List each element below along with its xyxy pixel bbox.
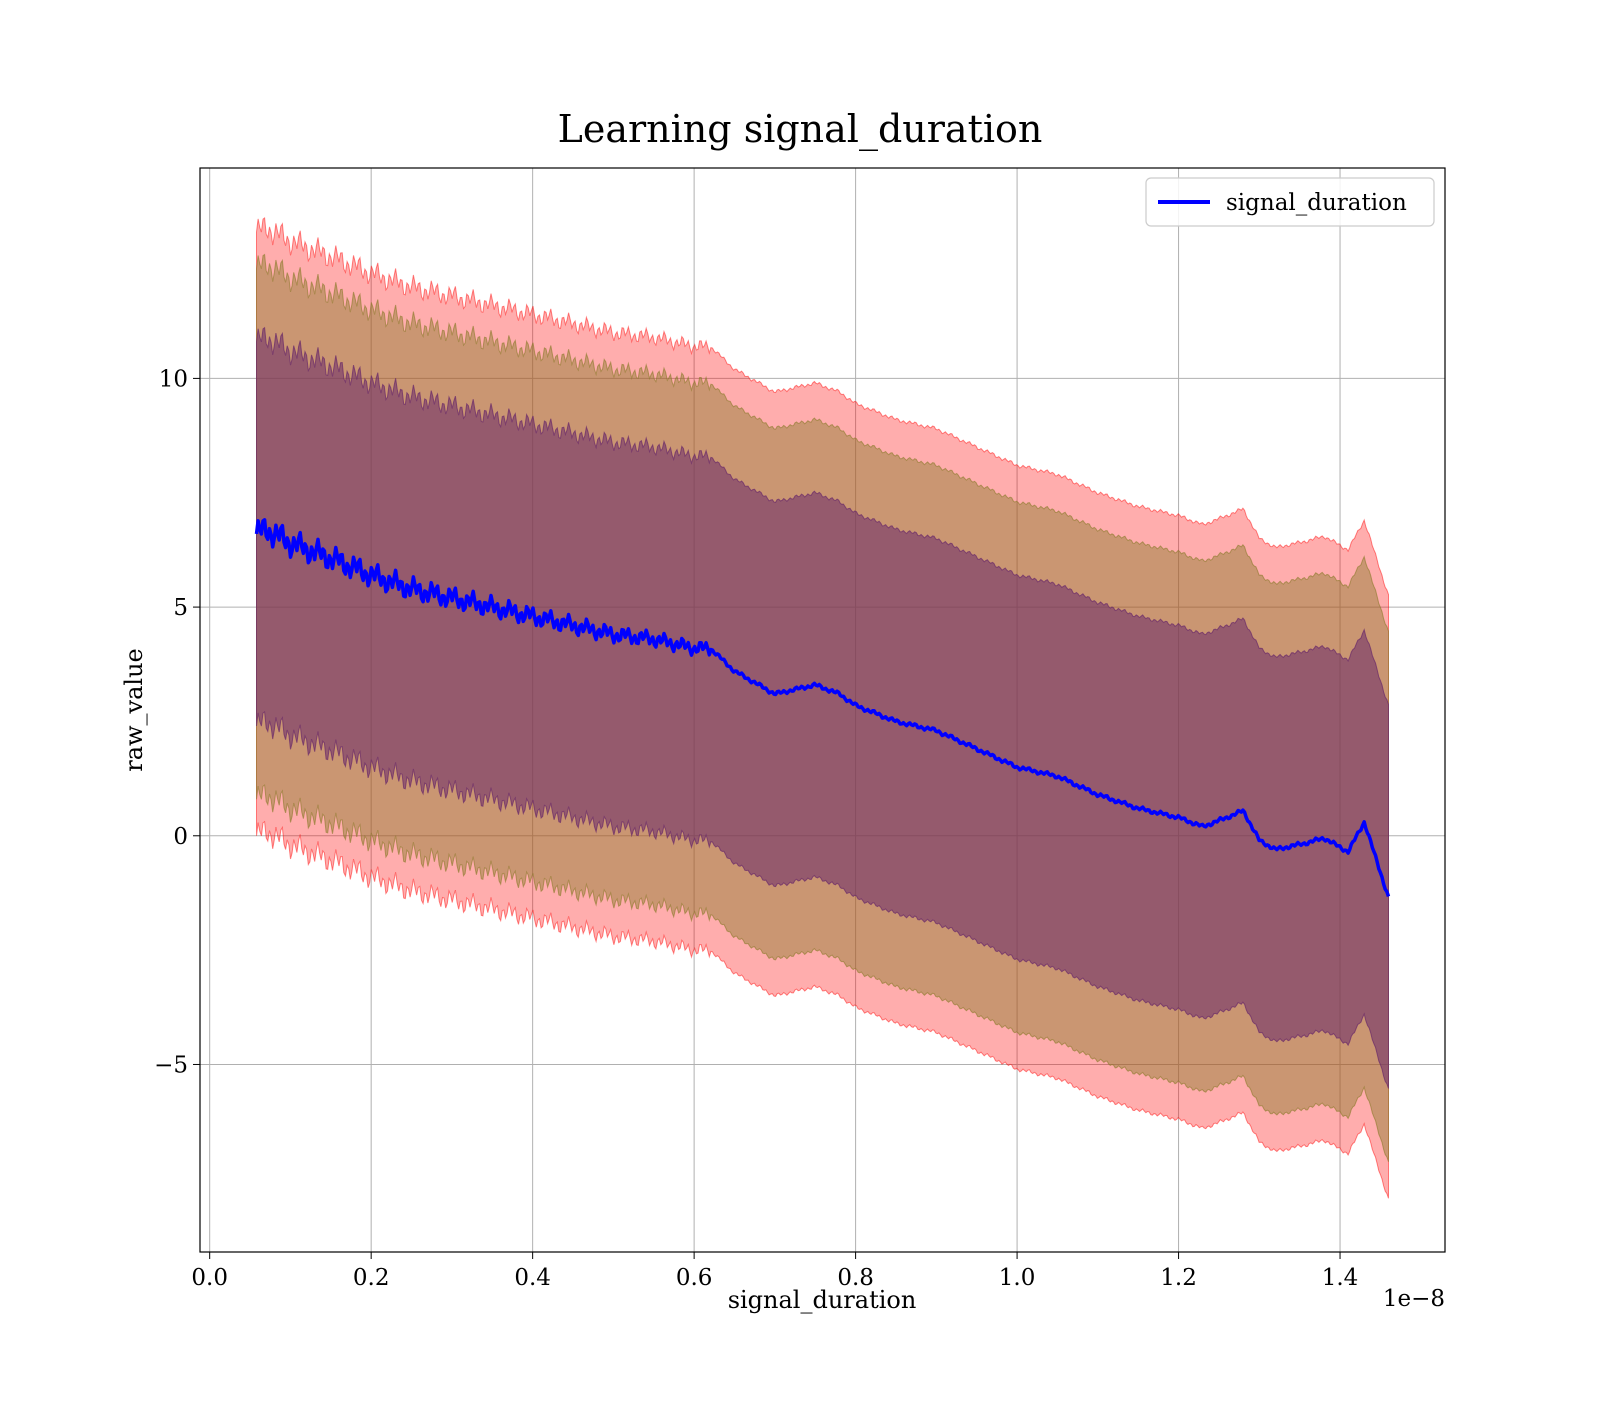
chart-title: Learning signal_duration bbox=[558, 107, 1043, 152]
plot-frame bbox=[199, 167, 1446, 1253]
x-tick-label: 0.6 bbox=[676, 1265, 713, 1291]
x-tick-label: 0.4 bbox=[514, 1265, 551, 1291]
y-axis-ticks: −5 0 5 10 bbox=[154, 366, 200, 1078]
band-inner bbox=[256, 326, 1389, 1089]
y-tick-label: 0 bbox=[173, 824, 188, 850]
x-axis-offset-text: 1e−8 bbox=[1383, 1286, 1445, 1312]
y-tick-label: 5 bbox=[173, 595, 188, 621]
y-tick-label: 10 bbox=[159, 366, 188, 392]
x-tick-label: 0.2 bbox=[353, 1265, 390, 1291]
x-tick-label: 1.0 bbox=[999, 1265, 1036, 1291]
confidence-bands bbox=[256, 216, 1389, 1199]
y-axis-label: raw_value bbox=[120, 648, 148, 772]
x-tick-label: 0.0 bbox=[191, 1265, 228, 1291]
y-tick-label: −5 bbox=[154, 1052, 188, 1078]
x-tick-label: 1.4 bbox=[1322, 1265, 1359, 1291]
legend-label: signal_duration bbox=[1226, 190, 1407, 216]
x-tick-label: 1.2 bbox=[1160, 1265, 1197, 1291]
legend: signal_duration bbox=[1145, 177, 1435, 227]
series-lines bbox=[254, 518, 1391, 897]
series-line-signal_duration bbox=[254, 518, 1391, 897]
x-axis-ticks: 0.0 0.2 0.4 0.6 0.8 1.0 1.2 1.4 bbox=[191, 1252, 1358, 1291]
legend-box bbox=[1145, 177, 1435, 227]
x-tick-label: 0.8 bbox=[837, 1265, 874, 1291]
x-axis-label: signal_duration bbox=[728, 1286, 917, 1314]
